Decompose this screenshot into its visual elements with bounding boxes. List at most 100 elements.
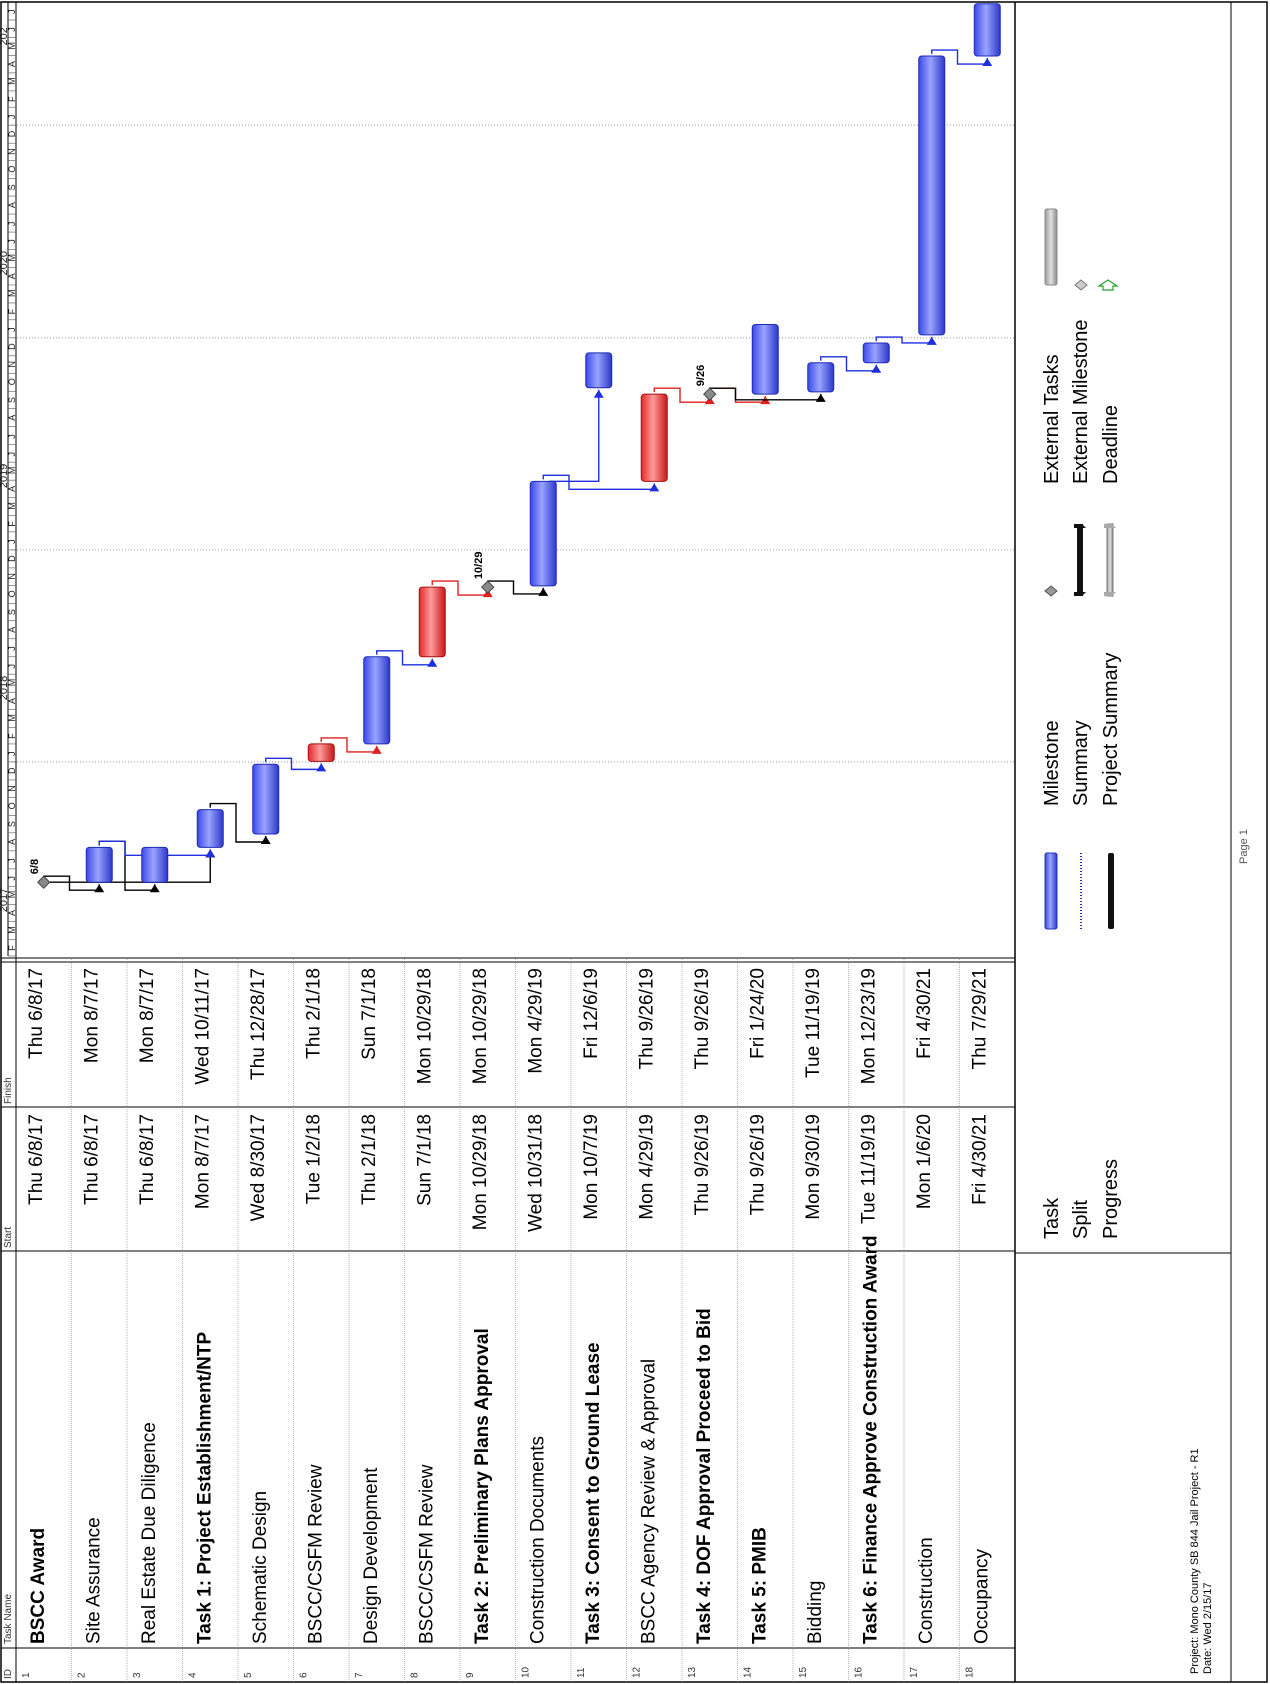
month-label: M [7, 254, 17, 262]
month-label: M [7, 502, 17, 510]
task-start: Wed 8/30/17 [248, 1114, 269, 1221]
table-row[interactable]: 4 Task 1: Project Establishment/NTP Mon 8/… [188, 958, 239, 1682]
milestone-marker[interactable] [481, 580, 495, 594]
critical-task-bar[interactable] [418, 586, 446, 658]
table-row[interactable]: 6 BSCC/CSFM Review Tue 1/2/18 Thu 2/1/18 [299, 958, 350, 1682]
link-arrowhead [538, 587, 549, 596]
task-start: Wed 10/31/18 [526, 1114, 547, 1232]
month-label: O [7, 378, 17, 385]
task-id: 3 [132, 1672, 143, 1678]
task-bar[interactable] [252, 763, 280, 835]
link-arrowhead [316, 763, 327, 772]
table-row[interactable]: 15 Bidding Mon 9/30/19 Tue 11/19/19 [798, 958, 849, 1682]
table-row[interactable]: 11 Task 3: Consent to Ground Lease Mon 10/… [576, 958, 627, 1682]
task-bar[interactable] [363, 656, 391, 745]
task-start: Thu 6/8/17 [26, 1114, 47, 1205]
task-start: Mon 10/7/19 [581, 1114, 602, 1220]
task-finish: Thu 9/26/19 [637, 968, 658, 1069]
task-name: BSCC Agency Review & Approval [639, 1359, 660, 1644]
task-bar[interactable] [807, 362, 835, 393]
task-name: Design Development [361, 1467, 382, 1644]
task-id: 2 [77, 1672, 88, 1678]
task-finish: Mon 12/23/19 [859, 968, 880, 1084]
month-label: S [7, 184, 17, 190]
month-label: A [7, 627, 17, 633]
task-bar[interactable] [196, 809, 224, 848]
link-arrowhead [427, 658, 438, 667]
month-label: O [7, 166, 17, 173]
task-name: Task 3: Consent to Ground Lease [583, 1342, 604, 1644]
month-label: D [7, 555, 17, 562]
task-id: 4 [188, 1672, 199, 1678]
task-id: 7 [354, 1672, 365, 1678]
task-bar[interactable] [85, 846, 113, 883]
task-name: Task 4: DOF Approval Proceed to Bid [694, 1308, 715, 1644]
month-label: M [7, 77, 17, 85]
table-row[interactable]: 3 Real Estate Due Diligence Thu 6/8/17 Mon … [132, 958, 183, 1682]
task-id: 1 [21, 1672, 32, 1678]
task-finish: Fri 1/24/20 [748, 968, 769, 1059]
month-label: J [7, 452, 17, 457]
month-label: J [7, 222, 17, 227]
month-label: A [7, 273, 17, 279]
legend-area: Project: Mono County SB 844 Jail Project… [1014, 2, 1250, 1682]
critical-task-bar[interactable] [307, 743, 335, 762]
legend-summary-label: Summary [1070, 720, 1092, 806]
page-number: Page 1 [1238, 829, 1250, 864]
task-finish: Fri 12/6/19 [581, 968, 602, 1059]
task-bar[interactable] [862, 342, 890, 364]
task-bar[interactable] [751, 323, 779, 395]
milestone-marker[interactable] [703, 387, 717, 401]
month-label: F [7, 308, 17, 314]
task-bar[interactable] [529, 480, 557, 587]
link-arrowhead [815, 393, 826, 402]
table-row[interactable]: 7 Design Development Thu 2/1/18 Sun 7/1/18 [354, 958, 405, 1682]
task-bar[interactable] [585, 352, 613, 389]
month-label: N [7, 361, 17, 368]
task-id: 11 [576, 1667, 587, 1678]
task-finish: Thu 12/28/17 [248, 968, 269, 1080]
milestone-marker[interactable] [37, 875, 51, 889]
task-name: Schematic Design [250, 1491, 271, 1644]
link-arrowhead [149, 884, 160, 893]
table-row[interactable]: 1 BSCC Award Thu 6/8/17 Thu 6/8/17 [21, 958, 72, 1682]
month-label: J [7, 539, 17, 544]
table-row[interactable]: 13 Task 4: DOF Approval Proceed to Bid Thu… [687, 958, 738, 1682]
month-label: A [7, 415, 17, 421]
legend-split-label: Split [1070, 1200, 1092, 1239]
year-label: 2019 [0, 464, 10, 488]
month-label: M [7, 926, 17, 934]
month-label: F [7, 96, 17, 102]
table-row[interactable]: 9 Task 2: Preliminary Plans Approval Mon 1… [465, 958, 516, 1682]
critical-task-bar[interactable] [640, 393, 668, 482]
task-bar[interactable] [918, 55, 946, 336]
month-label: O [7, 590, 17, 597]
month-label: A [7, 698, 17, 704]
task-start: Mon 4/29/19 [637, 1114, 658, 1220]
milestone-date-label: 6/8 [29, 859, 41, 874]
table-row[interactable]: 2 Site Assurance Thu 6/8/17 Mon 8/7/17 [77, 958, 128, 1682]
table-row[interactable]: 10 Construction Documents Wed 10/31/18 Mon … [521, 958, 572, 1682]
milestone-date-label: 9/26 [695, 365, 707, 386]
month-label: D [7, 130, 17, 137]
table-row[interactable]: 8 BSCC/CSFM Review Sun 7/1/18 Mon 10/29/18 [410, 958, 461, 1682]
month-label: S [7, 821, 17, 827]
table-row[interactable]: 12 BSCC Agency Review & Approval Mon 4/29/… [632, 958, 683, 1682]
task-finish: Mon 4/29/19 [526, 968, 547, 1074]
month-label: A [7, 202, 17, 208]
month-label: M [7, 467, 17, 475]
task-bar[interactable] [141, 846, 169, 883]
table-row[interactable]: 16 Task 6: Finance Approve Construction A… [854, 958, 905, 1682]
task-bar[interactable] [973, 3, 1001, 57]
task-name: Task 1: Project Establishment/NTP [195, 1331, 216, 1644]
task-start: Thu 9/26/19 [692, 1114, 713, 1215]
month-label: D [7, 767, 17, 774]
month-label: A [7, 839, 17, 845]
month-label: M [7, 891, 17, 899]
table-row[interactable]: 5 Schematic Design Wed 8/30/17 Thu 12/28/17 [243, 958, 294, 1682]
task-id: 10 [521, 1666, 532, 1678]
table-row[interactable]: 14 Task 5: PMIB Thu 9/26/19 Fri 1/24/20 [743, 958, 794, 1682]
task-id: 16 [854, 1666, 865, 1678]
month-label: D [7, 343, 17, 350]
table-row[interactable]: 17 Construction Mon 1/6/20 Fri 4/30/21 [909, 958, 960, 1682]
